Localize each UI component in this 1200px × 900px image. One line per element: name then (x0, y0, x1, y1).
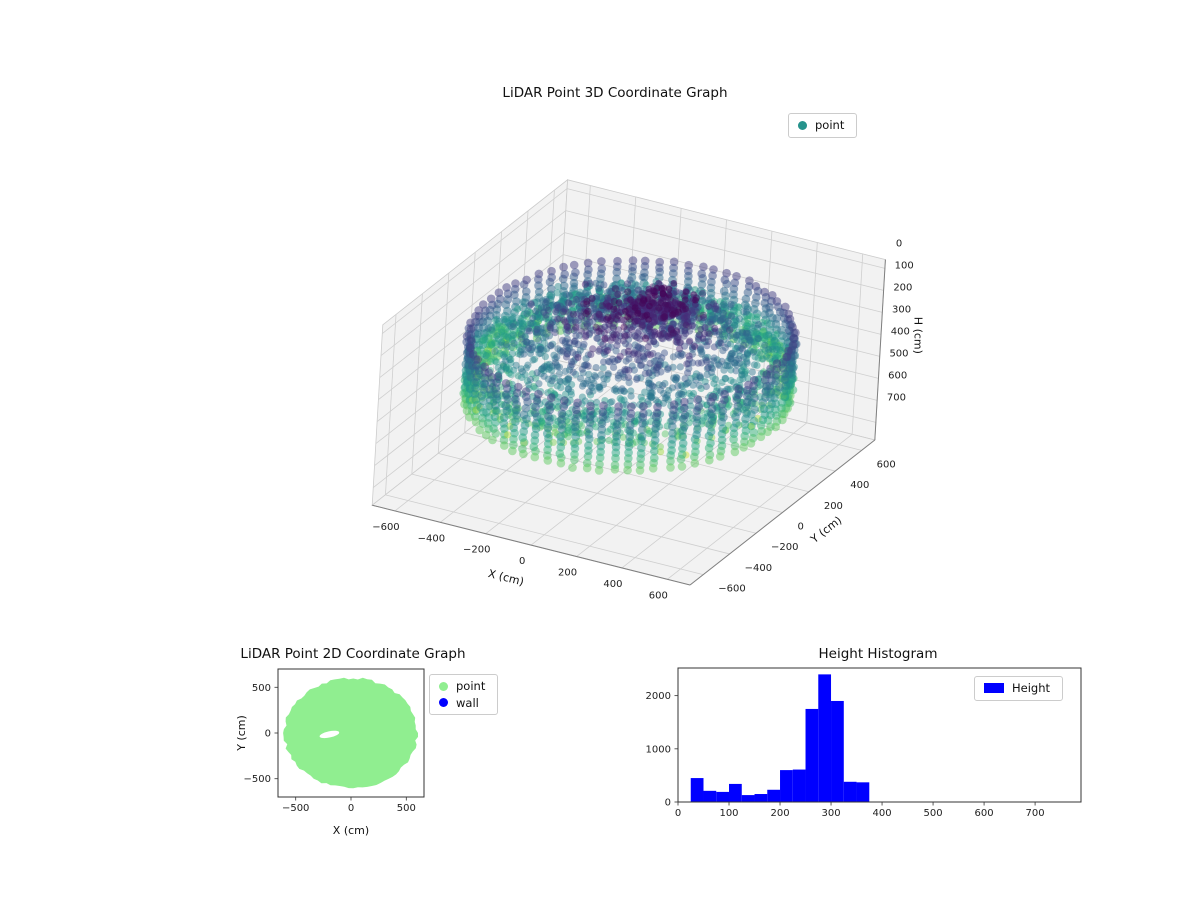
svg-text:0: 0 (896, 238, 902, 249)
legend-entry-point2d: point (439, 680, 485, 693)
legend-label-wall: wall (456, 695, 479, 710)
svg-text:200: 200 (824, 501, 843, 512)
blob-notch (319, 730, 340, 739)
svg-text:400: 400 (850, 480, 869, 491)
svg-text:300: 300 (821, 808, 840, 819)
plot2d-legend: point wall (429, 674, 499, 716)
legend-label-point2d: point (456, 679, 486, 693)
svg-text:400: 400 (603, 579, 622, 590)
svg-text:0: 0 (348, 803, 354, 814)
plot3d-axis-lines (372, 259, 886, 586)
hist-title: Height Histogram (818, 646, 938, 662)
svg-text:−600: −600 (372, 522, 399, 533)
svg-text:500: 500 (252, 683, 271, 694)
svg-text:−200: −200 (771, 542, 798, 553)
svg-text:−400: −400 (418, 533, 445, 544)
legend-entry-point3d: point (798, 119, 844, 132)
hist-legend: Height (974, 676, 1064, 701)
plot3d-title: LiDAR Point 3D Coordinate Graph (502, 85, 728, 101)
svg-text:0: 0 (519, 556, 525, 567)
svg-text:100: 100 (719, 808, 738, 819)
svg-text:500: 500 (889, 348, 908, 359)
point-marker-icon (439, 681, 448, 691)
svg-text:500: 500 (924, 808, 943, 819)
svg-text:500: 500 (397, 803, 416, 814)
svg-text:0: 0 (265, 729, 271, 740)
svg-text:600: 600 (649, 590, 668, 601)
hist-plot: 0 100 200 300 400 500 600 700 0 1000 2000 (646, 667, 1082, 819)
svg-text:−600: −600 (718, 584, 745, 595)
svg-text:600: 600 (877, 459, 896, 470)
plot3d-pointcloud (459, 256, 801, 475)
plot2d-xlabel: X (cm) (333, 824, 369, 837)
svg-text:1000: 1000 (646, 744, 671, 755)
svg-text:300: 300 (892, 304, 911, 315)
legend-entry-wall: wall (439, 695, 485, 710)
svg-text:400: 400 (873, 808, 892, 819)
svg-text:400: 400 (891, 326, 910, 337)
svg-text:600: 600 (888, 370, 907, 381)
point-marker-icon (798, 120, 807, 130)
svg-text:−500: −500 (282, 803, 309, 814)
plot2d-ticks (274, 686, 407, 801)
hist-bars (690, 674, 870, 802)
svg-text:200: 200 (893, 282, 912, 293)
svg-text:200: 200 (770, 808, 789, 819)
legend-label-point3d: point (815, 118, 845, 132)
svg-text:−500: −500 (244, 774, 271, 785)
svg-text:Y (cm): Y (cm) (807, 514, 844, 547)
plot2d-tick-labels: −500 0 500 −500 0 500 (244, 683, 416, 814)
plot2d-ylabel: Y (cm) (235, 715, 248, 752)
hist-frame (677, 667, 1082, 803)
legend-label-height: Height (1012, 681, 1051, 695)
plot2d: −500 0 500 −500 0 500 X (cm) Y (cm) (235, 668, 425, 837)
plot3d-legend: point (788, 113, 858, 138)
svg-text:100: 100 (895, 260, 914, 271)
plot3d-tick-labels: −600−400−2000200400600−600−400−200020040… (372, 238, 914, 601)
svg-text:0: 0 (675, 808, 681, 819)
svg-text:2000: 2000 (646, 691, 671, 702)
svg-text:H (cm): H (cm) (911, 317, 924, 354)
height-marker-icon (984, 683, 1004, 694)
plot3d: −600−400−2000200400600−600−400−200020040… (371, 178, 924, 601)
svg-text:0: 0 (665, 798, 671, 809)
point-blob (283, 677, 418, 789)
svg-text:600: 600 (975, 808, 994, 819)
svg-text:X (cm): X (cm) (487, 567, 525, 588)
svg-text:700: 700 (887, 392, 906, 403)
hist-ticks (674, 695, 1036, 806)
svg-text:200: 200 (558, 568, 577, 579)
svg-text:700: 700 (1026, 808, 1045, 819)
svg-text:−200: −200 (463, 545, 490, 556)
hist-tick-labels: 0 100 200 300 400 500 600 700 0 1000 2000 (646, 691, 1045, 819)
svg-text:0: 0 (797, 522, 803, 533)
svg-text:−400: −400 (745, 563, 772, 574)
legend-entry-height: Height (984, 682, 1050, 695)
plot2d-title: LiDAR Point 2D Coordinate Graph (240, 646, 466, 662)
wall-marker-icon (439, 698, 448, 708)
